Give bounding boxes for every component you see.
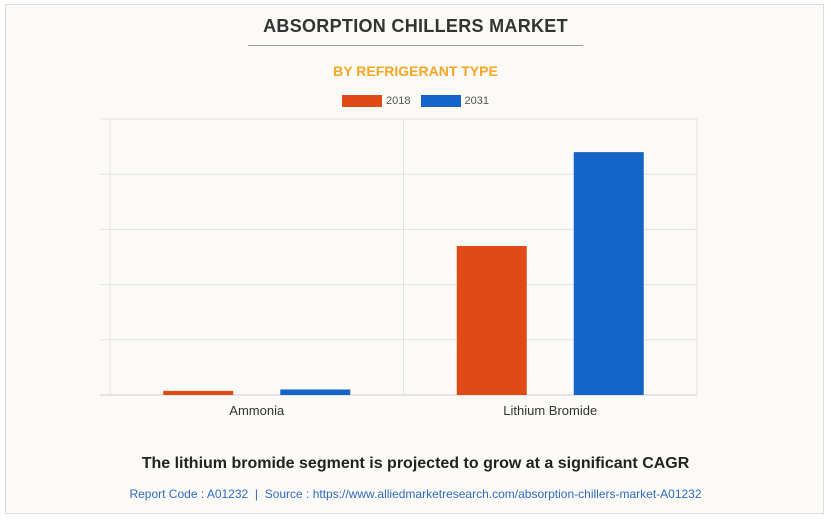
chart-footer: Report Code : A01232 | Source : https://…	[0, 487, 831, 501]
x-tick-label: Lithium Bromide	[503, 403, 597, 418]
bar-lithium-bromide-2018[interactable]	[456, 245, 527, 395]
legend-label-2018: 2018	[386, 95, 411, 107]
chart-title: ABSORPTION CHILLERS MARKET	[263, 16, 568, 36]
report-code: Report Code : A01232	[129, 487, 249, 501]
legend-label-2031: 2031	[464, 95, 489, 107]
bar-chart: Ammonia Lithium Bromide	[100, 118, 698, 418]
legend-item-2018[interactable]: 2018	[342, 95, 411, 107]
bar-ammonia-2031[interactable]	[280, 389, 351, 395]
chart-subtitle: BY REFRIGERANT TYPE	[333, 63, 498, 79]
legend-swatch-2031	[420, 95, 461, 107]
bar-lithium-bromide-2031[interactable]	[573, 152, 644, 395]
legend-swatch-2018	[342, 95, 383, 107]
x-tick-label: Ammonia	[229, 403, 285, 418]
chart-headline: The lithium bromide segment is projected…	[141, 455, 690, 472]
chart-legend: 2018 2031	[0, 95, 831, 107]
legend-item-2031[interactable]: 2031	[420, 95, 489, 107]
title-divider	[248, 45, 583, 46]
chart-card	[5, 4, 824, 514]
source-link[interactable]: Source : https://www.alliedmarketresearc…	[264, 487, 702, 501]
footer-separator: |	[254, 487, 259, 501]
bar-ammonia-2018[interactable]	[163, 390, 234, 395]
